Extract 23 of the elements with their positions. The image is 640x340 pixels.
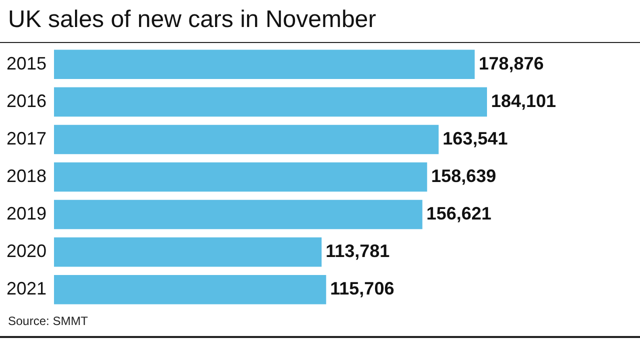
chart-title: UK sales of new cars in November xyxy=(8,6,376,34)
bar xyxy=(54,124,439,154)
y-tick-label: 2021 xyxy=(6,278,46,299)
bar xyxy=(54,162,428,192)
bar xyxy=(54,87,487,117)
bar xyxy=(54,274,326,304)
y-tick-label: 2016 xyxy=(6,90,46,111)
source-note: Source: SMMT xyxy=(8,314,88,328)
y-tick-label: 2019 xyxy=(6,204,46,224)
bar xyxy=(54,237,322,267)
data-label: 156,621 xyxy=(426,204,492,224)
data-label: 184,101 xyxy=(491,90,556,111)
data-label: 115,706 xyxy=(330,278,394,299)
y-tick-label: 2017 xyxy=(6,128,46,148)
data-label: 163,541 xyxy=(442,128,508,148)
y-tick-label: 2020 xyxy=(6,241,46,262)
bar xyxy=(54,200,422,230)
data-label: 158,639 xyxy=(431,166,496,186)
data-label: 178,876 xyxy=(478,53,544,74)
y-tick-label: 2018 xyxy=(6,166,46,186)
y-tick-label: 2015 xyxy=(6,53,46,74)
bar xyxy=(54,50,475,80)
data-label: 113,781 xyxy=(326,241,390,262)
